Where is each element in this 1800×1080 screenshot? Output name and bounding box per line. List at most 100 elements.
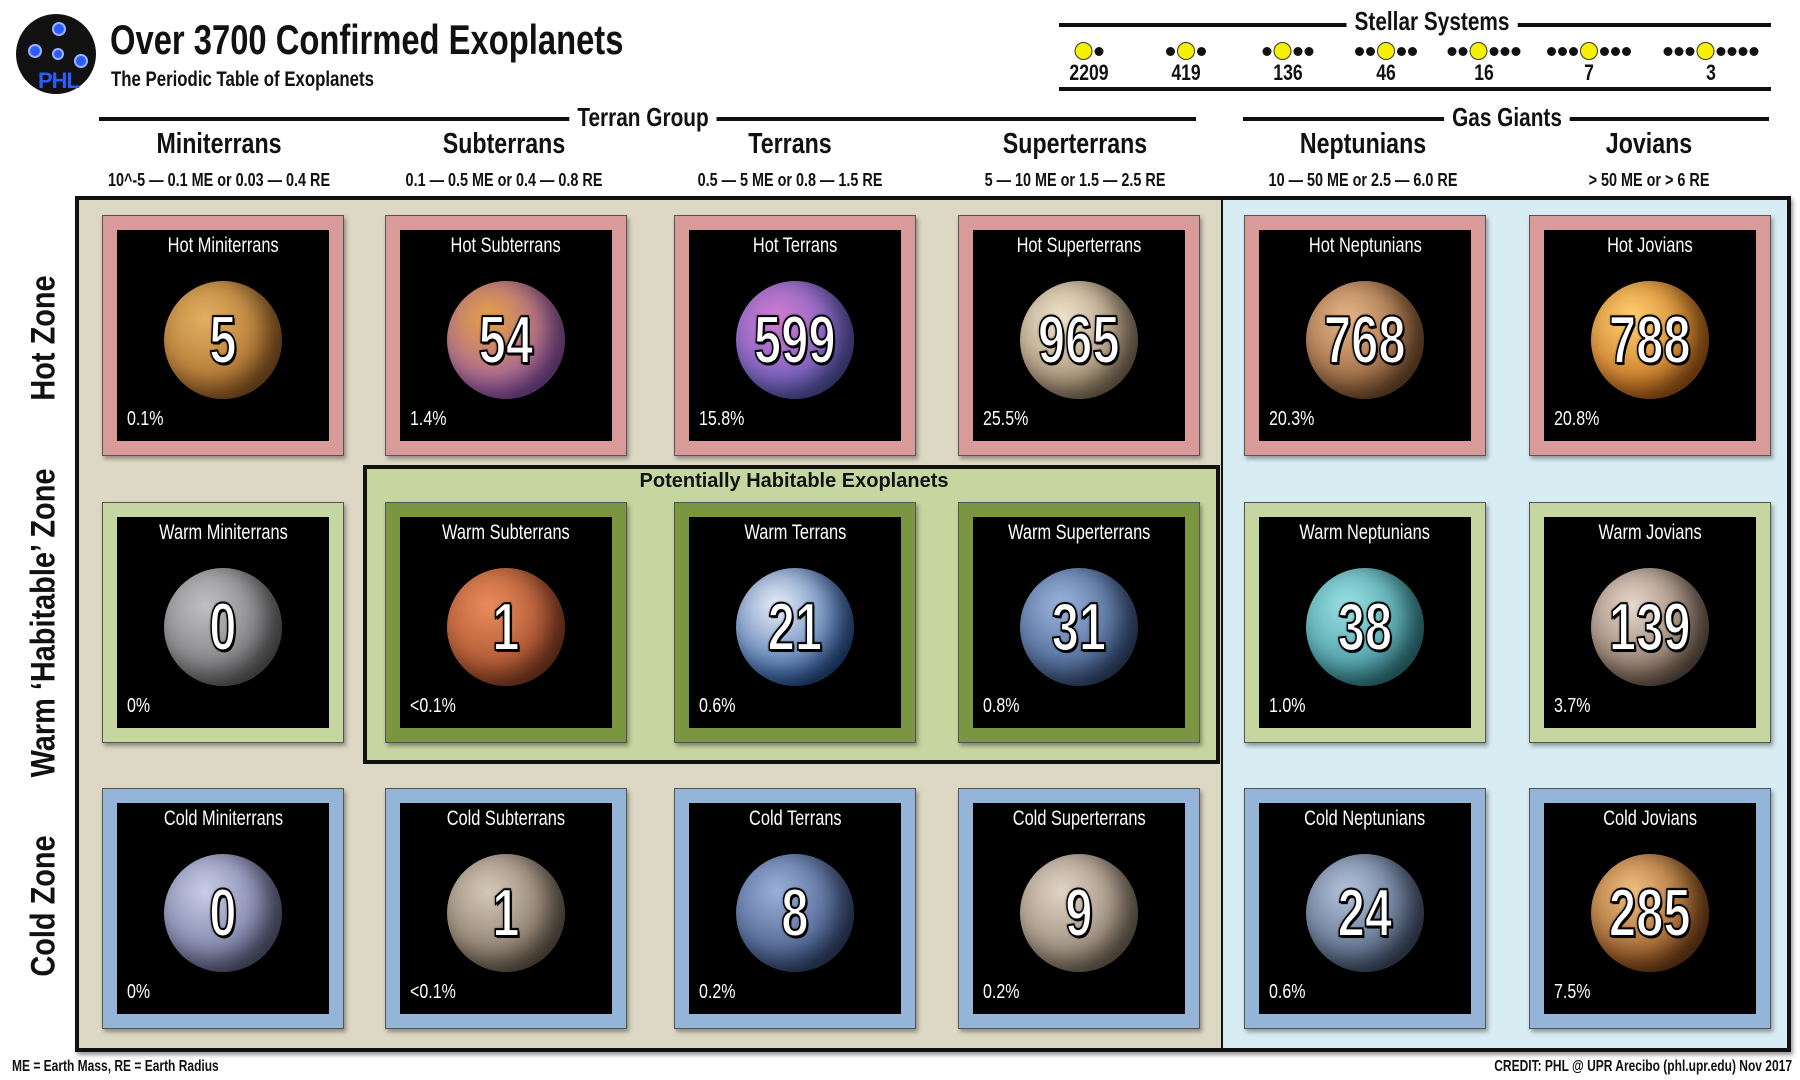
planet-cell[interactable]: Cold Subterrans 1 <0.1%	[385, 788, 627, 1029]
planet-count: 139	[1544, 588, 1756, 666]
planet-cell[interactable]: Cold Superterrans 9 0.2%	[958, 788, 1200, 1029]
planet-count: 54	[400, 301, 612, 379]
cell-inner: Hot Miniterrans 5 0.1%	[117, 230, 329, 441]
planet-cell[interactable]: Hot Miniterrans 5 0.1%	[102, 215, 344, 456]
planet-icon	[736, 567, 854, 686]
planet-icon	[164, 280, 282, 399]
cell-name: Warm Jovians	[1544, 521, 1756, 545]
planet-cell[interactable]: Hot Neptunians 768 20.3%	[1244, 215, 1486, 456]
cell-inner: Warm Neptunians 38 1.0%	[1259, 517, 1471, 728]
planet-count-text: 31	[1051, 588, 1107, 666]
planet-icon	[1591, 567, 1709, 686]
system-count: 3	[1706, 60, 1716, 85]
cell-name-text: Hot Neptunians	[1308, 234, 1422, 257]
cell-inner: Hot Subterrans 54 1.4%	[400, 230, 612, 441]
system-count: 2209	[1069, 60, 1109, 85]
planet-icon	[164, 567, 282, 686]
planet-count: 1	[400, 588, 612, 666]
planet-icon	[736, 853, 854, 972]
planet-percent-text: 0.6%	[1269, 981, 1306, 1003]
planet-percent-text: 0.1%	[127, 408, 164, 430]
planet-cell[interactable]: Warm Superterrans 31 0.8%	[958, 502, 1200, 743]
planet-percent: 7.5%	[1554, 981, 1600, 1004]
category-range: 0.5 — 5 ME or 0.8 — 1.5 RE	[697, 170, 883, 190]
planet-percent-text: 15.8%	[699, 408, 745, 430]
credit: CREDIT: PHL @ UPR Arecibo (phl.upr.edu) …	[1494, 1058, 1792, 1075]
cell-name: Hot Superterrans	[973, 234, 1185, 258]
cell-inner: Warm Superterrans 31 0.8%	[973, 517, 1185, 728]
planet-cell[interactable]: Hot Terrans 599 15.8%	[674, 215, 916, 456]
cell-inner: Cold Subterrans 1 <0.1%	[400, 803, 612, 1014]
planet-count: 0	[117, 588, 329, 666]
planet-percent-text: <0.1%	[410, 981, 456, 1003]
planet-percent: 20.3%	[1269, 408, 1326, 431]
cell-name-text: Warm Superterrans	[1007, 521, 1151, 544]
planet-percent: <0.1%	[410, 981, 467, 1004]
planet-icon	[1306, 853, 1424, 972]
cell-name: Warm Superterrans	[973, 521, 1185, 545]
planet-cell[interactable]: Cold Miniterrans 0 0%	[102, 788, 344, 1029]
planet-cell[interactable]: Cold Jovians 285 7.5%	[1529, 788, 1771, 1029]
planet-count-text: 24	[1337, 874, 1393, 952]
planet-dots-icon	[1355, 40, 1417, 62]
planet-count-text: 8	[781, 874, 810, 952]
cell-inner: Warm Miniterrans 0 0%	[117, 517, 329, 728]
planet-percent: 15.8%	[699, 408, 756, 431]
planet-count: 285	[1544, 874, 1756, 952]
planet-percent-text: 0%	[127, 695, 151, 717]
planet-percent: 0.2%	[699, 981, 745, 1004]
zone-label-cold: Cold Zone	[24, 835, 63, 977]
planet-cell[interactable]: Cold Neptunians 24 0.6%	[1244, 788, 1486, 1029]
category-range: 5 — 10 ME or 1.5 — 2.5 RE	[984, 170, 1166, 190]
planet-count-text: 9	[1065, 874, 1094, 952]
planet-cell[interactable]: Warm Subterrans 1 <0.1%	[385, 502, 627, 743]
planet-icon	[1020, 280, 1138, 399]
gas-giants-label: Gas Giants	[1444, 102, 1570, 133]
cell-name: Warm Neptunians	[1259, 521, 1471, 545]
planet-count-text: 768	[1323, 301, 1406, 379]
planet-cell[interactable]: Warm Terrans 21 0.6%	[674, 502, 916, 743]
planet-percent: 25.5%	[983, 408, 1040, 431]
planet-cell[interactable]: Hot Subterrans 54 1.4%	[385, 215, 627, 456]
planet-percent-text: 1.0%	[1269, 695, 1306, 717]
planet-dots-icon	[1547, 40, 1631, 62]
cell-inner: Hot Terrans 599 15.8%	[689, 230, 901, 441]
planet-cell[interactable]: Warm Miniterrans 0 0%	[102, 502, 344, 743]
planet-count-text: 285	[1608, 874, 1691, 952]
cell-name-text: Warm Miniterrans	[158, 521, 288, 544]
planet-count: 21	[689, 588, 901, 666]
cell-name: Cold Neptunians	[1259, 807, 1471, 831]
divider	[1059, 87, 1771, 91]
system-count: 46	[1376, 60, 1396, 85]
planet-cell[interactable]: Hot Jovians 788 20.8%	[1529, 215, 1771, 456]
category-range: > 50 ME or > 6 RE	[1588, 170, 1710, 190]
cell-name: Cold Terrans	[689, 807, 901, 831]
planet-count: 8	[689, 874, 901, 952]
system-count: 7	[1584, 60, 1594, 85]
planet-count: 38	[1259, 588, 1471, 666]
planet-percent: 1.0%	[1269, 695, 1315, 718]
planet-percent: 0.1%	[127, 408, 173, 431]
planet-cell[interactable]: Cold Terrans 8 0.2%	[674, 788, 916, 1029]
category-name: Superterrans	[1002, 128, 1148, 160]
planet-percent-text: 7.5%	[1554, 981, 1591, 1003]
planet-percent-text: 0.6%	[699, 695, 736, 717]
planet-cell[interactable]: Warm Jovians 139 3.7%	[1529, 502, 1771, 743]
phl-logo: PHL	[16, 14, 96, 94]
planet-cell[interactable]: Hot Superterrans 965 25.5%	[958, 215, 1200, 456]
cell-name-text: Hot Miniterrans	[167, 234, 279, 257]
planet-percent: 0.6%	[699, 695, 745, 718]
planet-percent-text: 3.7%	[1554, 695, 1591, 717]
planet-percent-text: 20.3%	[1269, 408, 1315, 430]
planet-count-text: 0	[209, 588, 238, 666]
planet-count: 5	[117, 301, 329, 379]
cell-name: Cold Miniterrans	[117, 807, 329, 831]
planet-icon	[1020, 567, 1138, 686]
planet-count-text: 1	[492, 588, 521, 666]
planet-cell[interactable]: Warm Neptunians 38 1.0%	[1244, 502, 1486, 743]
category-name: Miniterrans	[156, 128, 282, 160]
category-name: Jovians	[1605, 128, 1693, 160]
cell-name-text: Cold Subterrans	[446, 807, 566, 830]
planet-count: 768	[1259, 301, 1471, 379]
cell-inner: Cold Neptunians 24 0.6%	[1259, 803, 1471, 1014]
